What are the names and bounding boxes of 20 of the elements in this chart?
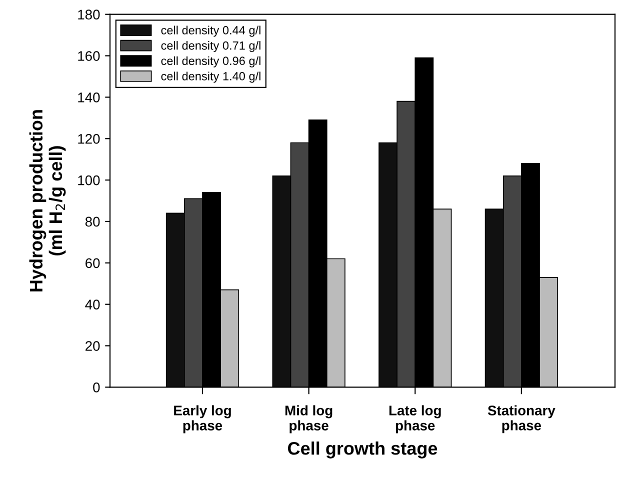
y-tick-label: 0	[93, 382, 100, 392]
x-tick-label: Mid log phase	[285, 405, 332, 434]
legend-label: cell density 0.96 g/l	[161, 56, 260, 68]
y-tick-label: 80	[85, 216, 100, 227]
x-tick-label: Early log phase	[174, 405, 231, 434]
legend-label: cell density 1.40 g/l	[161, 72, 260, 83]
x-tick-label: Stationary phase	[488, 405, 556, 434]
y-tick-label: 20	[86, 341, 100, 351]
y-tick-label: 100	[78, 175, 100, 186]
y-tick-label: 140	[78, 92, 100, 102]
legend-label: cell density 0.44 g/l	[161, 26, 260, 37]
legend-label: cell density 0.71 g/l	[161, 41, 260, 52]
x-tick-label: Late log phase	[389, 405, 441, 434]
x-axis-title: Cell growth stage	[288, 442, 438, 458]
y-tick-label: 180	[78, 10, 100, 20]
y-axis-title: Hydrogen production (ml H$_{2}$/g cell)	[29, 110, 66, 292]
y-tick-label: 60	[86, 258, 100, 268]
y-tick-label: 160	[78, 51, 100, 61]
y-tick-label: 120	[78, 134, 100, 144]
y-tick-label: 40	[85, 300, 100, 310]
